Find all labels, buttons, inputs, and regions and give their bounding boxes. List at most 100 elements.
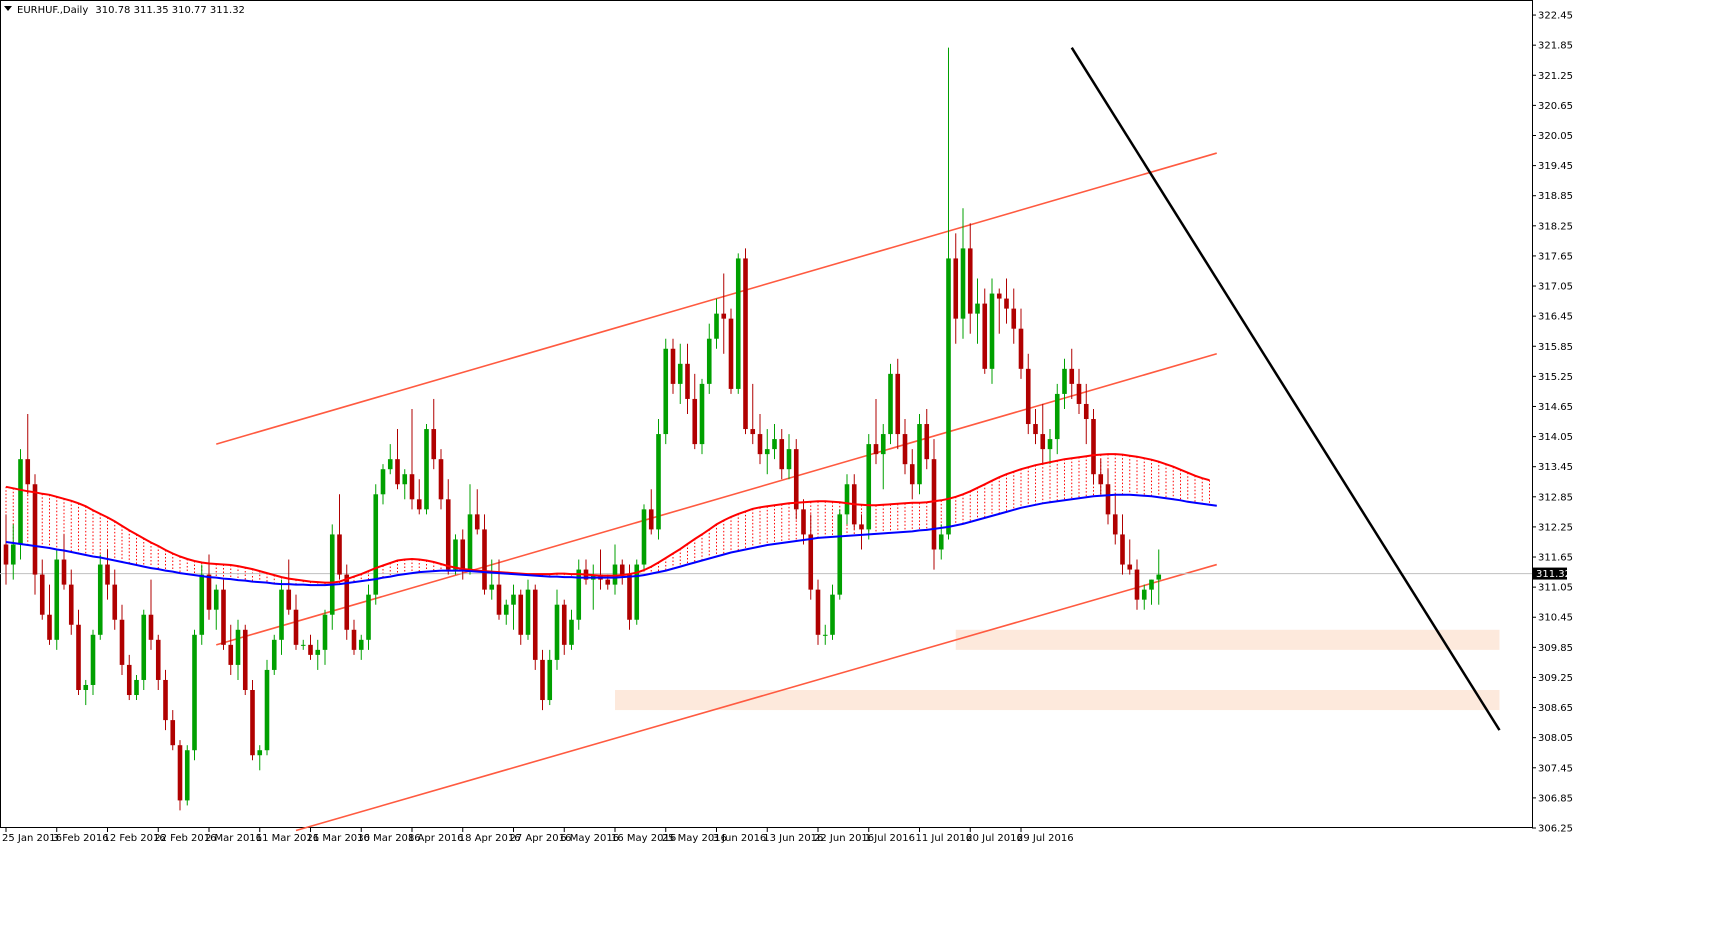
header-symbol: EURHUF.,Daily 310.78 311.35 310.77 311.3… [17,5,245,16]
candle [1120,514,1125,575]
candle-body [39,574,45,615]
candle-body [438,459,444,500]
candle [525,579,531,640]
x-tick-label: 2 Mar 2016 [205,833,262,844]
candle [90,629,96,696]
candle-body [728,318,734,389]
candle [474,489,480,535]
candle-body [844,484,850,515]
candle-body [235,629,241,665]
candle-body [402,474,408,485]
candle-body [1120,534,1125,565]
candle [141,609,147,690]
candle [561,599,567,655]
candle-body [989,293,995,369]
candle [641,504,647,570]
candle [532,584,538,670]
moving-averages [5,453,1217,587]
candle [366,584,371,650]
candle-body [1127,564,1133,570]
y-tick-label: 308.65 [1538,703,1573,714]
candle-body [764,449,770,455]
candle-body [619,564,625,575]
candle-body [699,383,705,445]
candle [880,424,886,490]
candle [380,464,386,505]
candle [1033,408,1038,445]
candle [235,619,241,680]
candle [242,624,248,696]
candle-body [489,584,495,590]
candle [699,378,705,455]
candle [177,740,183,811]
x-tick-label: 30 Mar 2016 [357,833,420,844]
candle-body [888,373,893,435]
x-tick-label: 11 Mar 2016 [256,833,319,844]
candle-body [496,584,502,615]
candle [721,273,727,354]
candle-body [735,258,741,389]
candle-body [32,484,38,575]
candle-body [1033,424,1038,435]
candle [112,569,118,630]
candle [975,278,980,344]
candle-body [141,614,147,680]
candle [257,745,263,771]
candle [1112,494,1118,545]
y-tick-label: 321.25 [1538,71,1573,82]
candle-body [1156,574,1162,580]
x-tick-label: 22 Jun 2016 [814,833,874,844]
candle-body [692,398,698,445]
candle [1149,579,1154,605]
candle-body [155,639,161,680]
candle-body [946,258,951,535]
candle [779,429,785,480]
candle-body [786,449,792,470]
support-zone-2 [615,690,1500,711]
candle-body [1062,368,1067,394]
candle [199,564,205,645]
candle [895,358,901,450]
y-tick-label: 312.85 [1538,492,1573,503]
candle [387,444,393,475]
candle [953,233,959,344]
candle [395,429,400,490]
candle-body [1105,484,1111,515]
x-tick-label: 12 Feb 2016 [104,833,166,844]
ema-fast-line [5,453,1210,584]
x-tick-label: 29 Jul 2016 [1017,833,1074,844]
candle [909,449,915,500]
candle-body [373,494,379,595]
candle [496,559,502,620]
candle [1025,353,1031,435]
candle [808,514,814,600]
candle-body [909,464,915,485]
candle [1047,429,1053,465]
candle-body [76,624,81,690]
candle-body [931,459,937,550]
candles [3,47,1162,811]
candle-body [1134,569,1140,600]
candle-body [97,564,103,635]
candle-body [895,373,901,435]
candle [1083,383,1089,445]
candle [989,278,995,384]
candle-body [561,604,567,645]
x-tick-label: 1 Jul 2016 [865,833,915,844]
candle [685,343,690,414]
candle [10,524,16,580]
candle [489,559,495,600]
header-dropdown-icon[interactable] [4,6,12,11]
candle-body [902,434,908,465]
candle [1040,403,1046,465]
candle [518,589,524,645]
candle [32,474,38,595]
candle [337,494,342,580]
candle-body [322,614,328,650]
candle [576,559,582,630]
candle-body [329,534,335,615]
candle-body [525,589,531,635]
candle-body [431,429,437,460]
